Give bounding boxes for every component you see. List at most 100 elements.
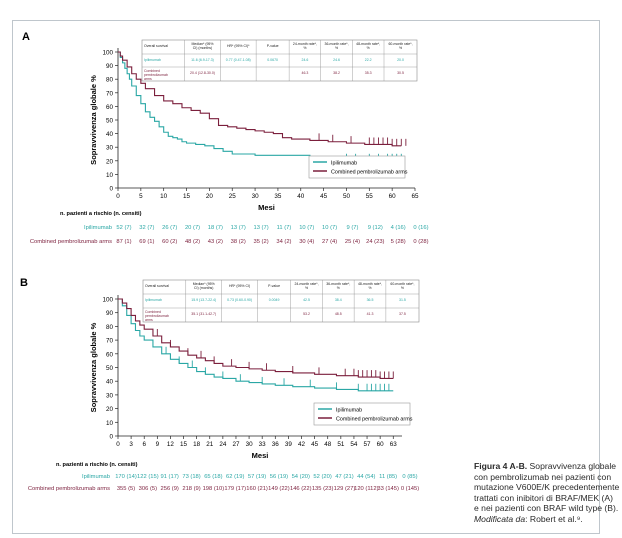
- panel-a-x-tick-label: 65: [411, 193, 419, 200]
- panel-a-table-cell: 24.6: [333, 58, 340, 62]
- panel-a-y-tick-label: 60: [106, 104, 114, 111]
- panel-a-table-cell: 46.3: [302, 71, 309, 75]
- panel-a-x-tick-label: 30: [252, 193, 260, 200]
- panel-a-y-tick-label: 90: [106, 63, 114, 70]
- panel-a-table-header: %: [399, 46, 402, 50]
- panel-b-at-risk-value: 62 (19): [226, 474, 244, 480]
- panel-b-x-tick-label: 15: [180, 441, 188, 448]
- panel-b-legend-box: [313, 402, 411, 426]
- panel-b-at-risk-value: 11 (85): [379, 474, 397, 480]
- panel-b-table-header: HR* (95% CI): [229, 284, 250, 288]
- panel-a-at-risk-value: 0 (28): [413, 239, 428, 245]
- panel-b-at-risk-value: 198 (10): [203, 486, 225, 492]
- panel-a-table-header: Overall survival: [144, 44, 168, 48]
- panel-a-at-risk-value: 10 (7): [322, 225, 337, 231]
- panel-a-legend-label: Ipilimumab: [331, 160, 357, 166]
- panel-b-x-tick-label: 9: [156, 441, 160, 448]
- panel-a-at-risk-value: 48 (2): [185, 239, 200, 245]
- panel-a-at-risk-value: 26 (7): [162, 225, 177, 231]
- panel-a-at-risk-value: 32 (7): [139, 225, 154, 231]
- panel-b-x-tick-label: 12: [167, 441, 175, 448]
- panel-b-x-tick-label: 21: [206, 441, 214, 448]
- panel-b-x-tick-label: 3: [129, 441, 133, 448]
- panel-b-x-tick-label: 0: [116, 441, 120, 448]
- panel-b-series-ipilimumab-line: [118, 298, 394, 392]
- panel-b-table-cell: 37.5: [399, 312, 406, 316]
- panel-b-x-tick-label: 36: [272, 441, 280, 448]
- panel-b-table-header: %: [305, 286, 308, 290]
- caption-modified: Modificata da: [474, 513, 526, 524]
- panel-a-table-header: Median* (95%: [192, 42, 214, 46]
- panel-a-table-cell: 20.4 (12.8-30.0): [190, 71, 215, 75]
- panel-b-table-header: 48-month rate*,: [358, 282, 382, 286]
- panel-b-x-tick-label: 63: [390, 441, 398, 448]
- panel-b-table-header: %: [368, 286, 371, 290]
- panel-b-at-risk-value: 355 (5): [117, 486, 135, 492]
- panel-b-y-tick-label: 30: [106, 392, 114, 399]
- panel-b-at-risk-value: 120 (112): [354, 486, 378, 492]
- panel-a-table-cell: 22.2: [365, 58, 372, 62]
- panel-b-x-tick-label: 33: [259, 441, 267, 448]
- panel-b-at-risk-value: 256 (9): [161, 486, 179, 492]
- panel-b-y-tick-label: 60: [106, 351, 114, 358]
- panel-a-at-risk-value: 0 (16): [413, 225, 428, 231]
- panel-b-table-header: %: [337, 286, 340, 290]
- panel-b-table-cell: 36.5: [367, 298, 374, 302]
- panel-a-at-risk-value: 34 (2): [276, 239, 291, 245]
- panel-a-y-tick-label: 10: [106, 172, 114, 179]
- panel-b-at-risk-value: 47 (21): [335, 474, 353, 480]
- panel-b-at-risk-value: 57 (19): [248, 474, 266, 480]
- panel-a-at-risk-value: 69 (1): [139, 239, 154, 245]
- panel-b-y-tick-label: 80: [106, 324, 114, 331]
- panel-b-y-tick-label: 0: [109, 434, 113, 441]
- panel-a-x-tick-label: 60: [389, 193, 397, 200]
- panel-a-at-risk-value: 11 (7): [277, 225, 292, 231]
- panel-b-table-cell: pembrolizumab: [145, 314, 169, 318]
- panel-a-x-tick-label: 25: [229, 193, 237, 200]
- panel-b-table-cell: 0.0049: [269, 298, 280, 302]
- panel-a-table-cell: arms: [144, 77, 152, 81]
- panel-a-at-risk-value: 13 (7): [253, 225, 268, 231]
- panel-b-at-risk-value: 0 (145): [401, 486, 419, 492]
- panel-a-letter: A: [22, 31, 30, 43]
- panel-a-at-risk-value: 10 (7): [299, 225, 314, 231]
- panel-a-table-cell: 38.2: [333, 71, 340, 75]
- panel-b-y-label: Sopravvivenza globale %: [89, 322, 98, 412]
- panel-b-table-cell: 35.1 (31.1-42.7): [191, 312, 216, 316]
- panel-a-x-tick-label: 35: [274, 193, 282, 200]
- panel-b-table-header: Median* (95%: [193, 282, 215, 286]
- panel-a-y-tick-label: 20: [106, 158, 114, 165]
- panel-a-x-tick-label: 10: [160, 193, 168, 200]
- panel-b-at-risk-value: 44 (54): [357, 474, 375, 480]
- panel-a-x-tick-label: 50: [343, 193, 351, 200]
- panel-b-x-tick-label: 45: [311, 441, 319, 448]
- panel-b-x-tick-label: 30: [246, 441, 254, 448]
- panel-b-legend-label: Ipilimumab: [336, 407, 362, 413]
- panel-a-table-cell: 24.6: [302, 58, 309, 62]
- panel-b-at-risk-value: 122 (15): [137, 474, 159, 480]
- panel-b-at-risk-value: 129 (27): [334, 486, 356, 492]
- panel-a-at-risk-value: 27 (4): [322, 239, 337, 245]
- panel-b-at-risk-value: 218 (9): [182, 486, 200, 492]
- panel-a-at-risk-value: 35 (2): [253, 239, 268, 245]
- panel-b-at-risk-value: 0 (85): [402, 474, 417, 480]
- caption-source: : Robert et al.⁹.: [525, 513, 583, 524]
- panel-b-table-cell: Combined: [145, 310, 161, 314]
- panel-b-at-risk-title: n. pazienti a rischio (n. censiti): [56, 462, 138, 468]
- panel-b-at-risk-value: 33 (145): [377, 486, 399, 492]
- panel-a-y-tick-label: 40: [106, 131, 114, 138]
- panel-b-at-risk-value: 179 (17): [224, 486, 246, 492]
- panel-a-at-risk-value: 4 (16): [391, 225, 406, 231]
- panel-a-at-risk-value: 9 (7): [347, 225, 359, 231]
- figure-caption: Figura 4 A-B. Sopravvivenza globale con …: [474, 461, 620, 525]
- panel-b-x-tick-label: 57: [364, 441, 372, 448]
- panel-b-x-tick-label: 60: [377, 441, 385, 448]
- panel-b-table-cell: Ipilimumab: [145, 298, 162, 302]
- caption-text: Sopravvivenza globale con pembrolizumab …: [474, 461, 620, 514]
- panel-a-table-header: %: [335, 46, 338, 50]
- panel-a-y-tick-label: 70: [106, 90, 114, 97]
- panel-b-at-risk-value: 306 (5): [139, 486, 157, 492]
- panel-a-at-risk-value: 52 (7): [116, 225, 131, 231]
- panel-a-at-risk-title: n. pazienti a rischio (n. censiti): [60, 211, 142, 217]
